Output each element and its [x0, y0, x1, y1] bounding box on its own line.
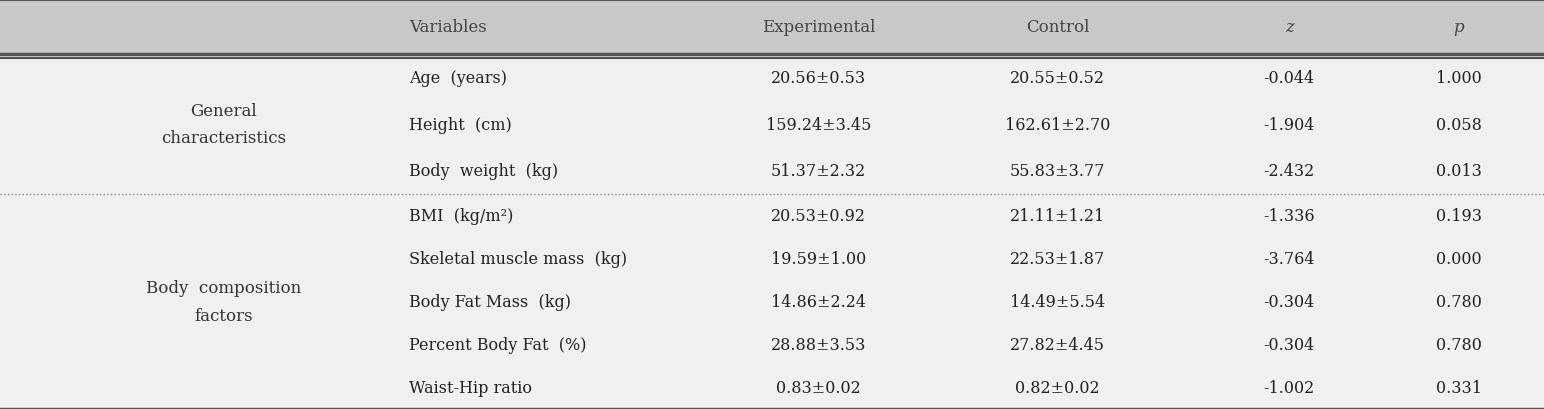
Text: Variables: Variables — [409, 19, 486, 36]
Text: 0.058: 0.058 — [1436, 116, 1482, 133]
Text: 0.82±0.02: 0.82±0.02 — [1016, 379, 1099, 396]
Text: 14.49±5.54: 14.49±5.54 — [1010, 293, 1106, 310]
Text: p: p — [1454, 19, 1464, 36]
Text: -3.764: -3.764 — [1263, 250, 1315, 267]
Text: -1.904: -1.904 — [1263, 116, 1315, 133]
Text: 0.780: 0.780 — [1436, 293, 1482, 310]
Text: 159.24±3.45: 159.24±3.45 — [766, 116, 871, 133]
Text: 0.780: 0.780 — [1436, 336, 1482, 353]
Text: Percent Body Fat  (%): Percent Body Fat (%) — [409, 336, 587, 353]
Text: 55.83±3.77: 55.83±3.77 — [1010, 163, 1106, 180]
Text: Experimental: Experimental — [761, 19, 875, 36]
Text: 1.000: 1.000 — [1436, 70, 1482, 87]
Bar — [0, 0, 1544, 55]
Text: 51.37±2.32: 51.37±2.32 — [770, 163, 866, 180]
Text: 20.56±0.53: 20.56±0.53 — [770, 70, 866, 87]
Text: z: z — [1285, 19, 1294, 36]
Text: Waist-Hip ratio: Waist-Hip ratio — [409, 379, 533, 396]
Text: -1.336: -1.336 — [1263, 207, 1315, 224]
Text: Height  (cm): Height (cm) — [409, 116, 513, 133]
Text: 0.000: 0.000 — [1436, 250, 1482, 267]
Text: 22.53±1.87: 22.53±1.87 — [1010, 250, 1106, 267]
Text: -0.304: -0.304 — [1263, 293, 1315, 310]
Text: 20.55±0.52: 20.55±0.52 — [1010, 70, 1106, 87]
Text: General
characteristics: General characteristics — [161, 103, 287, 147]
Text: 0.331: 0.331 — [1436, 379, 1482, 396]
Text: Skeletal muscle mass  (kg): Skeletal muscle mass (kg) — [409, 250, 627, 267]
Text: Body  weight  (kg): Body weight (kg) — [409, 163, 559, 180]
Text: 27.82±4.45: 27.82±4.45 — [1010, 336, 1106, 353]
Text: 162.61±2.70: 162.61±2.70 — [1005, 116, 1110, 133]
Text: -0.044: -0.044 — [1263, 70, 1315, 87]
Text: 0.013: 0.013 — [1436, 163, 1482, 180]
Text: -0.304: -0.304 — [1263, 336, 1315, 353]
Text: 28.88±3.53: 28.88±3.53 — [770, 336, 866, 353]
Text: Control: Control — [1025, 19, 1090, 36]
Text: 0.193: 0.193 — [1436, 207, 1482, 224]
Text: Age  (years): Age (years) — [409, 70, 506, 87]
Text: BMI  (kg/m²): BMI (kg/m²) — [409, 207, 514, 224]
Text: Body Fat Mass  (kg): Body Fat Mass (kg) — [409, 293, 571, 310]
Text: 21.11±1.21: 21.11±1.21 — [1010, 207, 1106, 224]
Text: 19.59±1.00: 19.59±1.00 — [770, 250, 866, 267]
Text: -1.002: -1.002 — [1263, 379, 1315, 396]
Text: 0.83±0.02: 0.83±0.02 — [777, 379, 860, 396]
Bar — [0, 55, 1544, 409]
Text: 14.86±2.24: 14.86±2.24 — [770, 293, 866, 310]
Text: 20.53±0.92: 20.53±0.92 — [770, 207, 866, 224]
Text: -2.432: -2.432 — [1263, 163, 1315, 180]
Text: Body  composition
factors: Body composition factors — [147, 279, 301, 324]
